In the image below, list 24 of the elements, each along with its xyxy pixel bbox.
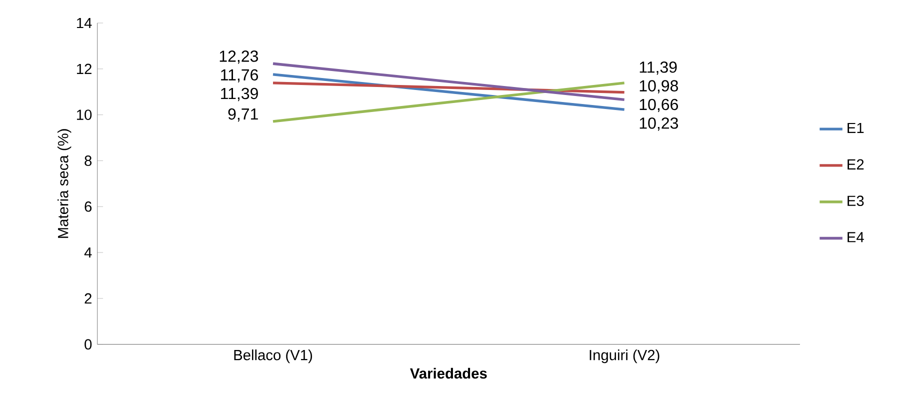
y-tick-label: 12 [76, 64, 92, 74]
legend-label: E1 [848, 122, 864, 134]
data-label: 9,71 [228, 108, 258, 122]
y-axis-title: Materia seca (%) [58, 129, 72, 238]
y-tick-label: 8 [84, 156, 92, 166]
y-tick-label: 4 [84, 247, 92, 258]
data-label: 10,23 [640, 117, 678, 131]
data-label: 10,98 [640, 80, 678, 94]
y-tick-label: 6 [84, 201, 92, 212]
legend-label: E3 [848, 196, 864, 206]
data-label: 11,76 [221, 69, 258, 82]
x-tick-label: Inguiri (V2) [590, 349, 660, 364]
data-label: 11,39 [221, 88, 258, 102]
x-axis-title: Variedades [410, 368, 487, 379]
data-label: 12,23 [220, 50, 258, 64]
y-tick-label: 0 [84, 339, 92, 350]
data-label: 11,39 [640, 61, 677, 75]
data-label: 10,66 [640, 98, 678, 112]
y-tick-label: 14 [76, 18, 92, 28]
x-tick-label: Bellaco (V1) [234, 349, 312, 364]
legend-label: E4 [848, 232, 864, 242]
y-tick-label: 10 [76, 110, 92, 120]
legend-label: E2 [848, 159, 864, 170]
y-tick-label: 2 [84, 293, 92, 304]
